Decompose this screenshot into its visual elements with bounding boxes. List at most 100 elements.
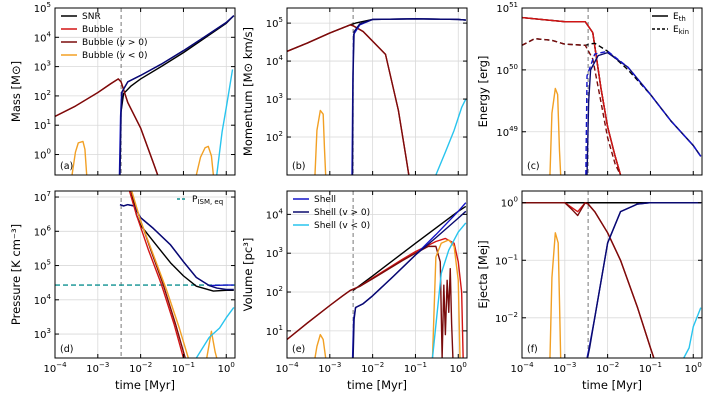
panel-pressure: 10−4 10−3 10−2 10−1 100 103 104 105 106 107 Pressu… [9, 190, 236, 392]
x-tick-label: 10−3 [553, 361, 576, 375]
series-line [522, 202, 655, 358]
legend-label: Bubble [82, 25, 114, 35]
panel-energy: 1049 1050 1051 Energy [erg] (c) Eth Ekin [476, 1, 703, 176]
y-tick-label: 105 [34, 259, 51, 273]
panel-ejecta: 10−4 10−3 10−2 10−1 100 10−2 10−1 100 Ejecta [Me… [476, 190, 703, 392]
panel-label: (d) [60, 344, 73, 355]
grid-lines [286, 8, 467, 175]
y-axis-label: Momentum [M⊙ km/s] [241, 27, 255, 156]
series-line [314, 333, 327, 358]
legend-label: PISM, eq [192, 195, 223, 206]
series-line [128, 191, 185, 358]
x-axis-label: time [Myr] [115, 378, 175, 392]
series-line [435, 98, 467, 175]
y-tick-label: 1049 [496, 125, 518, 139]
y-tick-label: 103 [266, 92, 283, 106]
series-line [287, 24, 410, 175]
series-line [351, 18, 466, 175]
x-tick-label: 10−2 [129, 361, 152, 375]
series-line [352, 205, 467, 291]
panel-volume: 10−4 10−3 10−2 10−1 100 101 102 103 104 Volume [p… [241, 190, 468, 392]
series-line [287, 245, 454, 358]
y-axis-label: Mass [M⊙] [9, 61, 23, 122]
x-tick-label: 10−2 [361, 361, 384, 375]
legend-label: SNR [82, 12, 101, 22]
series-group [55, 8, 235, 175]
axes-frame [54, 7, 236, 176]
y-tick-label: 101 [266, 324, 283, 338]
series-line [119, 15, 235, 175]
series-line [120, 15, 235, 112]
series-line [431, 222, 467, 358]
y-tick-label: 103 [34, 60, 51, 74]
legend: SNR Bubble Bubble (v > 0) Bubble (v < 0) [61, 12, 148, 61]
x-tick-label: 10−1 [404, 361, 427, 375]
x-axis-label: time [Myr] [582, 378, 642, 392]
series-line [549, 87, 562, 175]
y-axis-label: Pressure [K cm⁻³] [9, 224, 23, 325]
y-axis-label: Energy [erg] [476, 56, 490, 128]
series-line [287, 18, 466, 53]
x-tick-label: 10−3 [318, 361, 341, 375]
panel-label: (c) [527, 161, 540, 172]
grid-lines [521, 191, 702, 358]
x-axis-label: time [Myr] [347, 378, 407, 392]
series-line [683, 307, 702, 358]
y-axis-label: Ejecta [Mej] [476, 240, 490, 308]
y-tick-label: 105 [34, 1, 51, 15]
axes-frame [521, 190, 703, 359]
legend: Eth Ekin [652, 12, 689, 36]
y-tick-label: 102 [266, 285, 283, 299]
axes-frame [286, 7, 468, 176]
series-line [131, 191, 189, 358]
series-line [195, 145, 215, 175]
panel-label: (b) [292, 161, 305, 172]
series-line [314, 109, 327, 175]
y-tick-label: 10−1 [495, 253, 518, 267]
series-group [522, 8, 702, 175]
series-line [352, 210, 467, 358]
series-group [522, 191, 702, 358]
series-line [71, 140, 88, 175]
y-tick-label: 104 [34, 30, 52, 44]
y-axis-label: Volume [pc³] [241, 238, 255, 312]
legend-label: Bubble (v < 0) [82, 51, 148, 61]
x-tick-label: 100 [685, 361, 702, 375]
series-line [549, 232, 562, 358]
series-line [522, 16, 622, 175]
y-tick-label: 104 [266, 207, 284, 221]
legend: Shell Shell (v > 0) Shell (v < 0) [293, 195, 370, 231]
panel-momentum: 102 103 104 105 Momentum [M⊙ km/s] (b) [241, 7, 468, 176]
x-tick-label: 10−4 [275, 361, 299, 375]
x-tick-label: 10−1 [639, 361, 662, 375]
y-tick-label: 105 [266, 16, 283, 30]
legend-label: Eth [673, 12, 686, 23]
series-line [216, 69, 234, 175]
y-tick-label: 104 [266, 54, 284, 68]
series-line [522, 37, 622, 175]
x-tick-label: 10−4 [43, 361, 67, 375]
legend-label: Shell (v > 0) [314, 208, 370, 218]
series-line [522, 37, 702, 157]
series-line [55, 78, 159, 175]
legend-label: Bubble (v > 0) [82, 38, 148, 48]
axes-frame [521, 7, 703, 176]
panel-label: (a) [60, 161, 73, 172]
y-tick-label: 102 [34, 89, 51, 103]
x-tick-label: 10−4 [510, 361, 534, 375]
panel-mass: 100 101 102 103 104 105 Mass [M⊙] (a) SNR Bubble B… [9, 1, 236, 176]
series-line [130, 191, 234, 292]
y-tick-label: 103 [266, 246, 283, 260]
x-tick-label: 100 [218, 361, 235, 375]
y-tick-label: 107 [34, 190, 51, 204]
panel-label: (f) [527, 344, 538, 355]
series-group [55, 191, 235, 358]
y-tick-label: 103 [34, 327, 51, 341]
series-line [287, 24, 410, 175]
grid-lines [54, 191, 235, 358]
series-line [119, 203, 234, 291]
y-tick-label: 1050 [496, 63, 518, 77]
series-group [287, 8, 467, 175]
series-line [206, 330, 218, 358]
